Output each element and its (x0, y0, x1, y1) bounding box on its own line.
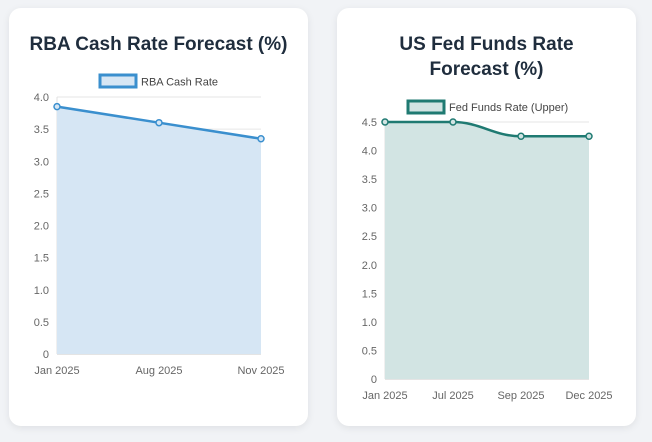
rba-legend-swatch (98, 73, 138, 89)
fed-y-tick-label: 1.5 (362, 288, 377, 300)
fed-y-tick-label: 4.0 (362, 146, 377, 158)
fed-data-point (517, 132, 525, 141)
fed-x-tick-label: Sep 2025 (497, 390, 544, 402)
rba-y-tick-label: 3.5 (34, 124, 49, 136)
rba-x-tick-label: Nov 2025 (237, 365, 284, 377)
fed-y-tick-label: 0 (371, 374, 377, 386)
rba-x-tick-label: Jan 2025 (34, 365, 79, 377)
fed-legend[interactable]: Fed Funds Rate (Upper) (406, 99, 568, 115)
rba-y-tick-label: 0.5 (34, 317, 49, 329)
fed-y-tick-label: 3.0 (362, 203, 377, 215)
fed-data-point (449, 118, 457, 126)
fed-y-tick-label: 2.0 (362, 260, 377, 272)
fed-series-line (385, 120, 589, 138)
rba-data-point (155, 118, 163, 127)
fed-x-tick-label: Jan 2025 (362, 390, 407, 402)
rba-y-tick-label: 2.5 (34, 188, 49, 200)
rba-y-tick-label: 1.0 (34, 285, 49, 297)
rba-y-tick-label: 0 (43, 349, 49, 361)
rba-y-tick-label: 3.0 (34, 156, 49, 168)
fed-data-point (585, 132, 593, 141)
fed-y-tick-label: 2.5 (362, 231, 377, 243)
fed-legend-label: Fed Funds Rate (Upper) (449, 102, 568, 114)
fed-y-tick-label: 1.0 (362, 317, 377, 329)
rba-y-tick-label: 4.0 (34, 92, 49, 104)
fed-legend-swatch (406, 99, 446, 115)
rba-chart-title: RBA Cash Rate Forecast (%) (29, 34, 288, 55)
rba-legend-label: RBA Cash Rate (141, 77, 218, 89)
fed-area-fill (385, 122, 589, 379)
fed-x-tick-label: Dec 2025 (565, 390, 612, 402)
rba-x-tick-label: Aug 2025 (135, 365, 182, 377)
rba-y-tick-label: 2.0 (34, 221, 49, 233)
rba-y-tick-label: 1.5 (34, 253, 49, 265)
rba-data-point (53, 102, 61, 111)
fed-chart-card: US Fed Funds Rate Forecast (%) Fed Funds… (337, 8, 636, 426)
fed-data-point (381, 118, 389, 126)
fed-y-tick-label: 0.5 (362, 345, 377, 357)
fed-y-tick-label: 4.5 (362, 117, 377, 129)
fed-chart: Fed Funds Rate (Upper) 0 0.5 1.0 1.5 2.0 2.5 3… (362, 99, 613, 402)
fed-x-tick-label: Jul 2025 (432, 390, 474, 402)
fed-y-tick-label: 3.5 (362, 174, 377, 186)
fed-chart-title: US Fed Funds Rate Forecast (%) (399, 34, 574, 80)
rba-data-point (257, 135, 265, 143)
rba-chart-card: RBA Cash Rate Forecast (%) RBA Cash Rate… (9, 8, 308, 426)
rba-legend[interactable]: RBA Cash Rate (98, 73, 218, 89)
rba-area-fill (57, 106, 261, 354)
rba-chart: RBA Cash Rate 0 0.5 1.0 1.5 2.0 2.5 3.0 3.5 4.0 J… (34, 73, 285, 377)
